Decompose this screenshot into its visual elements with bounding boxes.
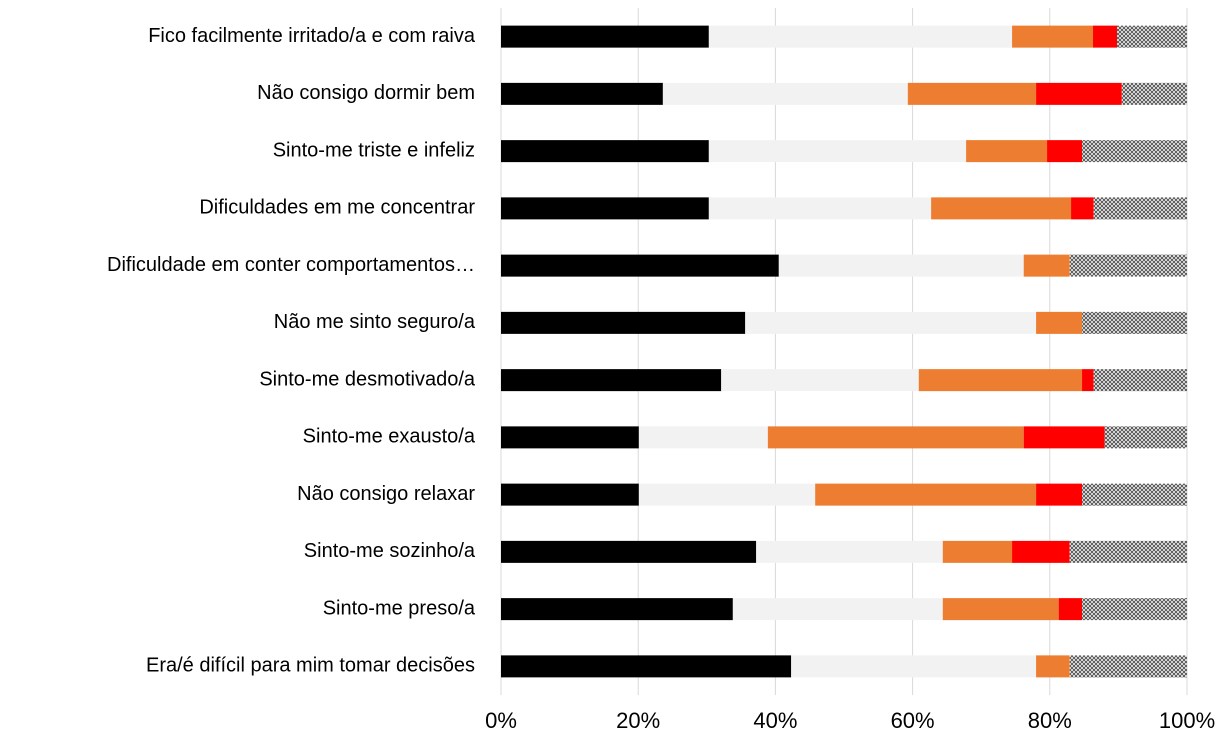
bar-segment	[501, 598, 733, 621]
bar-segment	[501, 140, 709, 163]
category-label: Não me sinto seguro/a	[274, 311, 476, 333]
bar-segment	[1121, 82, 1187, 105]
bar-segment	[1069, 655, 1187, 678]
bar-segment	[1036, 82, 1122, 105]
bar-segment	[1093, 369, 1187, 392]
bar-segment	[501, 197, 709, 220]
x-tick-label: 60%	[891, 708, 935, 733]
bar-segment	[1023, 254, 1070, 277]
bar-segment	[1036, 655, 1070, 678]
bar-segment	[1082, 598, 1187, 621]
bar-segment	[638, 426, 768, 449]
category-label: Sinto-me exausto/a	[303, 426, 476, 448]
x-tick-label: 100%	[1159, 708, 1215, 733]
bar-segment	[1082, 140, 1187, 163]
x-tick-label: 80%	[1028, 708, 1072, 733]
category-label: Sinto-me preso/a	[323, 597, 476, 619]
x-tick-label: 40%	[753, 708, 797, 733]
bar-segment	[756, 540, 943, 563]
bar-segment	[767, 426, 1024, 449]
bar-segment	[501, 369, 722, 392]
bar-segment	[732, 598, 943, 621]
bar-segment	[1093, 25, 1118, 48]
bar-segment	[1082, 483, 1187, 506]
bar-segment	[501, 655, 792, 678]
bar-segment	[815, 483, 1037, 506]
bar-segment	[1117, 25, 1187, 48]
x-tick-label: 20%	[616, 708, 660, 733]
category-label: Não consigo relaxar	[297, 483, 475, 505]
bar-segment	[708, 140, 967, 163]
bar-segment	[1104, 426, 1187, 449]
bar-segment	[1023, 426, 1105, 449]
bar-segment	[501, 540, 757, 563]
bar-segment	[907, 82, 1037, 105]
bar-segment	[1069, 540, 1187, 563]
category-label: Dificuldade em conter comportamentos…	[107, 254, 475, 276]
bar-segment	[966, 140, 1048, 163]
bar-segment	[1036, 311, 1083, 334]
category-label: Era/é difícil para mim tomar decisões	[146, 655, 475, 677]
bar-segment	[662, 82, 908, 105]
bar-segment	[942, 540, 1013, 563]
bar-segment	[942, 598, 1059, 621]
category-label: Fico facilmente irritado/a e com raiva	[148, 25, 476, 47]
bar-segment	[638, 483, 816, 506]
bar-segment	[501, 82, 663, 105]
category-label: Sinto-me triste e infeliz	[273, 139, 475, 161]
bar-segment	[708, 25, 1013, 48]
bar-segment	[1036, 483, 1083, 506]
bar-segment	[778, 254, 1024, 277]
bar-segment	[1012, 25, 1094, 48]
bar-segment	[1093, 197, 1187, 220]
bar-segment	[745, 311, 1037, 334]
bar-segment	[708, 197, 932, 220]
x-tick-label: 0%	[485, 708, 517, 733]
bar-segment	[501, 311, 746, 334]
bar-segment	[1069, 254, 1187, 277]
bar-segment	[1071, 197, 1094, 220]
bar-segment	[918, 369, 1083, 392]
bar-segment	[1058, 598, 1083, 621]
bar-segment	[501, 426, 639, 449]
bar-segment	[501, 254, 779, 277]
category-label: Sinto-me sozinho/a	[304, 540, 476, 562]
bar-segment	[1082, 369, 1094, 392]
bar-segment	[501, 25, 709, 48]
category-label: Não consigo dormir bem	[257, 82, 475, 104]
bar-segment	[931, 197, 1072, 220]
bar-segment	[1047, 140, 1083, 163]
bar-segment	[1082, 311, 1187, 334]
category-label: Dificuldades em me concentrar	[199, 197, 475, 219]
bar-segment	[791, 655, 1037, 678]
bar-segment	[1012, 540, 1070, 563]
bar-segment	[721, 369, 919, 392]
bar-segment	[501, 483, 639, 506]
category-label: Sinto-me desmotivado/a	[259, 368, 476, 390]
